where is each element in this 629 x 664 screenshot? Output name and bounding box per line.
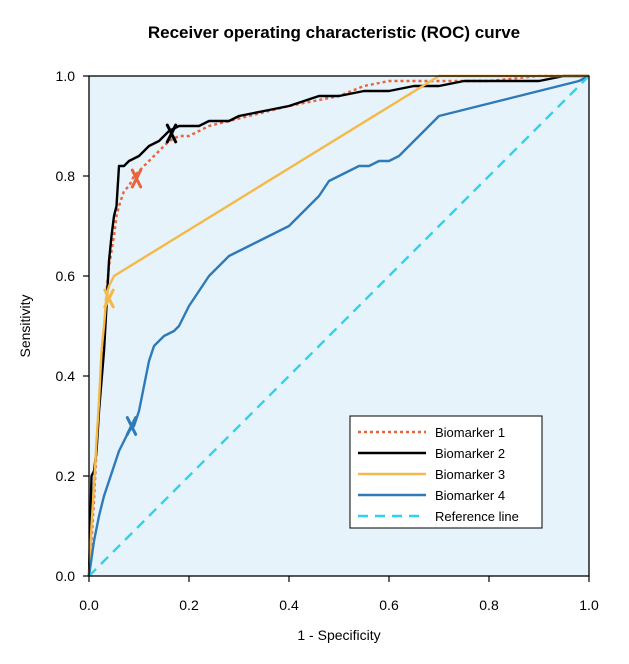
legend-label-biomarker-2: Biomarker 2	[435, 446, 505, 461]
marker-stroke	[103, 288, 115, 309]
x-tick-label: 0.6	[379, 597, 399, 613]
y-tick-label: 0.2	[56, 468, 76, 484]
marker-biomarker-1	[130, 168, 143, 189]
series-line-biomarker-1	[87, 74, 589, 577]
x-axis: 0.0 0.2 0.4 0.6 0.8 1.0	[79, 576, 599, 613]
marker-stroke	[165, 123, 178, 144]
legend-box	[349, 415, 543, 529]
marker-stroke	[130, 168, 143, 189]
x-tick-label: 0.0	[79, 597, 99, 613]
legend-label-biomarker-4: Biomarker 4	[435, 488, 505, 503]
series-line-biomarker-4	[87, 74, 590, 577]
x-tick-label: 1.0	[579, 597, 599, 613]
marker-stroke	[125, 416, 138, 436]
y-tick-label: 1.0	[56, 68, 76, 84]
legend-label-reference-line: Reference line	[435, 509, 519, 524]
marker-biomarker-4	[125, 416, 138, 436]
plot-frame	[88, 75, 590, 577]
chart-title: Receiver operating characteristic (ROC) …	[148, 23, 520, 42]
marker-biomarker-3	[103, 288, 115, 309]
y-axis-label: Sensitivity	[17, 294, 33, 357]
x-tick-label: 0.4	[279, 597, 299, 613]
x-tick-label: 0.2	[179, 597, 199, 613]
y-tick-label: 0.4	[56, 368, 76, 384]
series-line-biomarker-2	[87, 74, 589, 577]
x-tick-label: 0.8	[479, 597, 499, 613]
marker-biomarker-2	[165, 123, 178, 144]
series-line-biomarker-3	[87, 74, 589, 577]
series-layer	[87, 74, 590, 577]
y-tick-label: 0.6	[56, 268, 76, 284]
marker-layer	[103, 123, 178, 436]
y-axis: 0.0 0.2 0.4 0.6 0.8 1.0	[56, 68, 89, 584]
y-tick-label: 0.8	[56, 168, 76, 184]
y-tick-label: 0.0	[56, 568, 76, 584]
legend-label-biomarker-3: Biomarker 3	[435, 467, 505, 482]
x-axis-label: 1 - Specificity	[297, 627, 380, 643]
legend-label-biomarker-1: Biomarker 1	[435, 425, 505, 440]
legend: Biomarker 1 Biomarker 2 Biomarker 3 Biomark…	[349, 415, 543, 529]
